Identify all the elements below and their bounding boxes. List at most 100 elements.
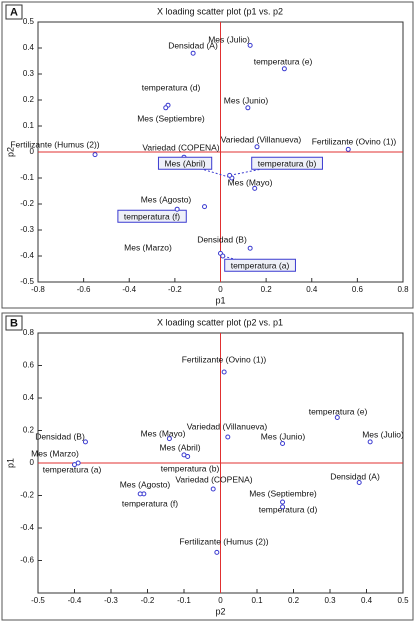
point-label: temperatura (e) xyxy=(254,56,313,66)
panel-frame xyxy=(1,312,414,621)
x-tick-label: -0.5 xyxy=(31,596,45,605)
point xyxy=(280,441,286,446)
y-axis-label: p1 xyxy=(5,458,15,468)
y-tick-label: -0.5 xyxy=(20,277,34,286)
point-label: Fertilizante (Humus (2)) xyxy=(10,139,99,149)
point xyxy=(252,185,258,191)
point xyxy=(227,172,233,178)
x-tick-label: -0.6 xyxy=(77,285,91,294)
y-tick-label: -0.4 xyxy=(20,251,34,260)
point-label: Mes (Julio) xyxy=(362,429,404,439)
point-label: temperatura (e) xyxy=(309,406,368,416)
point xyxy=(254,144,260,150)
point xyxy=(245,105,251,111)
point-label: Mes (Septiembre) xyxy=(249,488,317,498)
point-label: Variedad (Villanueva) xyxy=(187,421,268,431)
point xyxy=(214,549,220,555)
y-tick-label: 0.4 xyxy=(23,43,35,52)
point-label: temperatura (f) xyxy=(122,498,178,508)
x-tick-label: 0.2 xyxy=(261,285,273,294)
x-tick-label: 0 xyxy=(218,285,223,294)
y-tick-label: -0.2 xyxy=(20,491,34,500)
y-axis-label: p2 xyxy=(5,147,15,157)
y-tick-label: 0.8 xyxy=(23,328,35,337)
point xyxy=(137,491,143,497)
x-tick-label: 0.3 xyxy=(324,596,336,605)
point-label: temperatura (f) xyxy=(124,211,180,221)
point-label: temperatura (a) xyxy=(231,260,290,270)
label-box xyxy=(224,258,296,272)
point xyxy=(356,480,362,485)
x-tick-label: 0.2 xyxy=(288,596,300,605)
point xyxy=(166,436,172,442)
x-tick-label: 0.4 xyxy=(306,285,318,294)
label-box xyxy=(251,156,323,170)
point xyxy=(367,439,373,445)
point-label: Mes (Agosto) xyxy=(141,194,192,204)
point-label: Mes (Marzo) xyxy=(31,448,79,458)
point-label: Densidad (A) xyxy=(168,40,218,50)
point-label: Densidad (B) xyxy=(197,234,247,244)
point-label: Mes (Agosto) xyxy=(120,479,171,489)
panel-letter: A xyxy=(10,6,18,18)
y-tick-label: 0.6 xyxy=(23,361,35,370)
y-tick-label: -0.4 xyxy=(20,523,34,532)
y-tick-label: -0.6 xyxy=(20,556,34,565)
point xyxy=(220,253,226,259)
y-tick-label: 0.1 xyxy=(23,121,35,130)
x-tick-label: -0.3 xyxy=(104,596,118,605)
point-label: Fertilizante (Ovino (1)) xyxy=(312,136,397,146)
point-label: Variedad (Villanueva) xyxy=(221,134,302,144)
point xyxy=(345,146,351,152)
point-label: Fertilizante (Humus (2)) xyxy=(179,536,268,546)
point xyxy=(247,42,253,48)
point xyxy=(174,206,180,212)
point xyxy=(225,434,231,440)
point xyxy=(82,439,88,445)
point xyxy=(190,50,196,56)
x-tick-label: -0.2 xyxy=(168,285,182,294)
x-tick-label: 0.1 xyxy=(251,596,263,605)
point-label: Mes (Junio) xyxy=(224,95,269,105)
y-tick-label: 0.2 xyxy=(23,95,35,104)
point xyxy=(221,369,227,375)
point xyxy=(92,152,98,158)
x-tick-label: 0.4 xyxy=(361,596,373,605)
point-label: Densidad (B) xyxy=(35,431,85,441)
label-box xyxy=(157,156,213,170)
x-tick-label: -0.1 xyxy=(177,596,191,605)
x-tick-label: 0.6 xyxy=(352,285,364,294)
y-tick-label: 0 xyxy=(30,147,35,156)
x-tick-label: -0.4 xyxy=(68,596,82,605)
point-label: Densidad (A) xyxy=(330,471,380,481)
panel-badge xyxy=(5,315,23,331)
x-axis-label: p1 xyxy=(215,295,225,305)
point-label: Mes (Septiembre) xyxy=(137,113,205,123)
x-tick-label: 0.8 xyxy=(397,285,409,294)
point xyxy=(280,504,286,510)
panel-badge xyxy=(5,4,23,20)
point-label: Mes (Junio) xyxy=(261,431,306,441)
y-tick-label: 0.3 xyxy=(23,69,35,78)
x-tick-label: 0 xyxy=(218,596,223,605)
point-label: temperatura (a) xyxy=(43,464,102,474)
y-tick-label: 0.4 xyxy=(23,393,35,402)
x-tick-label: 0.5 xyxy=(397,596,409,605)
y-tick-label: -0.2 xyxy=(20,199,34,208)
y-tick-label: -0.1 xyxy=(20,173,34,182)
x-tick-label: -0.2 xyxy=(141,596,155,605)
chart-title: X loading scatter plot (p2 vs. p1 xyxy=(157,317,283,327)
point-label: Mes (Abril) xyxy=(164,158,205,168)
y-tick-label: 0.2 xyxy=(23,426,35,435)
point-label: Mes (Mayo) xyxy=(228,177,273,187)
y-tick-label: 0.5 xyxy=(23,17,35,26)
x-tick-label: -0.4 xyxy=(122,285,136,294)
point xyxy=(280,499,286,505)
point xyxy=(281,66,287,72)
point xyxy=(247,245,253,251)
point-label: temperatura (b) xyxy=(258,158,317,168)
point-label: Mes (Abril) xyxy=(159,442,200,452)
point-label: Mes (Marzo) xyxy=(124,242,172,252)
point-label: temperatura (b) xyxy=(161,463,220,473)
